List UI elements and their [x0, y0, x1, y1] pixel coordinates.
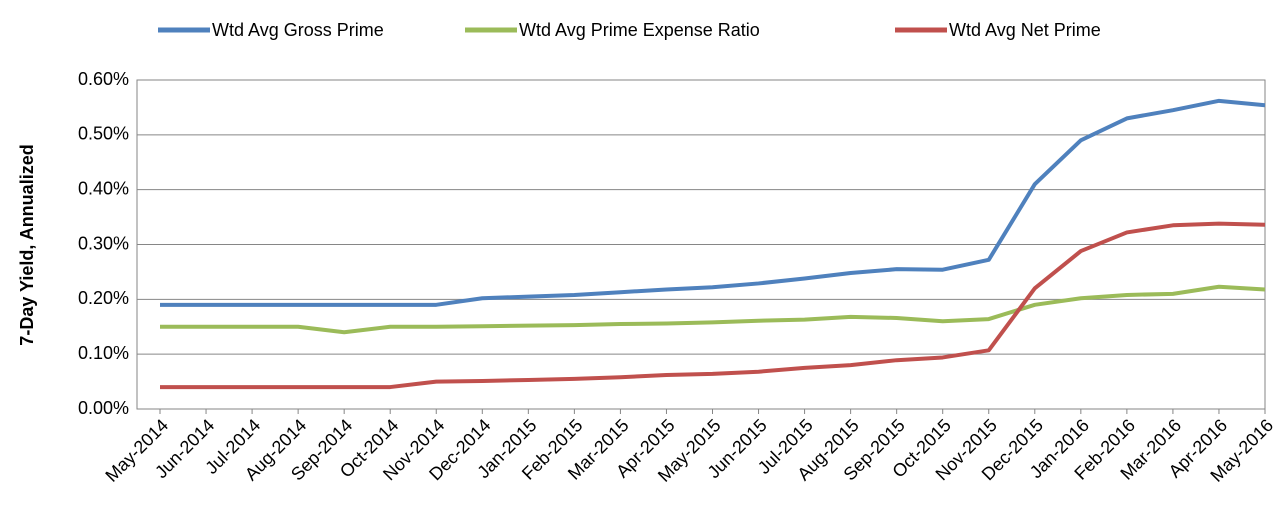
line-series: [160, 284, 1266, 335]
y-tick-label: 0.30%: [78, 233, 129, 253]
y-tick-label: 0.20%: [78, 288, 129, 308]
legend-label: Wtd Avg Prime Expense Ratio: [519, 20, 760, 40]
line-series: [160, 221, 1266, 390]
y-tick-label: 0.10%: [78, 343, 129, 363]
line-series: [160, 98, 1266, 307]
legend-label: Wtd Avg Net Prime: [949, 20, 1101, 40]
y-tick-label: 0.40%: [78, 178, 129, 198]
y-tick-label: 0.50%: [78, 124, 129, 144]
y-tick-label: 0.60%: [78, 69, 129, 89]
y-axis-title: 7-Day Yield, Annualized: [17, 144, 37, 345]
y-tick-label: 0.00%: [78, 398, 129, 418]
legend-label: Wtd Avg Gross Prime: [212, 20, 384, 40]
